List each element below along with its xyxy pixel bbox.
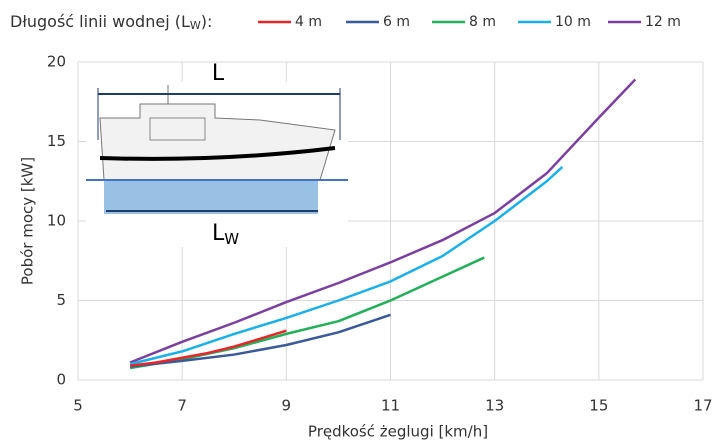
x-tick-label: 13 [485, 397, 504, 415]
y-axis-title: Pobór mocy [kW] [19, 157, 37, 285]
inset-label-sub: W [224, 230, 239, 248]
x-tick-label: 15 [589, 397, 608, 415]
legend-label: 6 m [383, 14, 410, 30]
chart: Długość linii wodnej (LW): L LW Prędkość… [0, 0, 715, 444]
legend-title: Długość linii wodnej (LW): [10, 12, 212, 33]
x-tick-label: 9 [282, 397, 292, 415]
y-tick-label: 15 [47, 132, 66, 150]
y-tick-label: 10 [47, 212, 66, 230]
x-tick-label: 11 [381, 397, 400, 415]
hull-underwater [104, 180, 318, 214]
x-tick-label: 7 [177, 397, 187, 415]
inset-label: L [212, 61, 225, 86]
legend-title-sub: W [190, 19, 201, 32]
inset-label-main: L [212, 221, 225, 246]
x-tick-label: 17 [693, 397, 712, 415]
boat-inset: L LW [86, 61, 348, 248]
legend-title-tail: ): [201, 12, 213, 31]
x-tick-label: 5 [73, 397, 83, 415]
legend-label: 12 m [645, 14, 681, 30]
legend-title-text: Długość linii wodnej (L [10, 12, 190, 31]
legend-label: 8 m [469, 14, 496, 30]
x-axis-title: Prędkość żeglugi [km/h] [308, 423, 488, 441]
legend-label: 4 m [295, 14, 322, 30]
y-tick-label: 20 [47, 53, 66, 71]
legend-label: 10 m [555, 14, 591, 30]
y-tick-label: 0 [56, 371, 66, 389]
y-tick-label: 5 [56, 291, 66, 309]
